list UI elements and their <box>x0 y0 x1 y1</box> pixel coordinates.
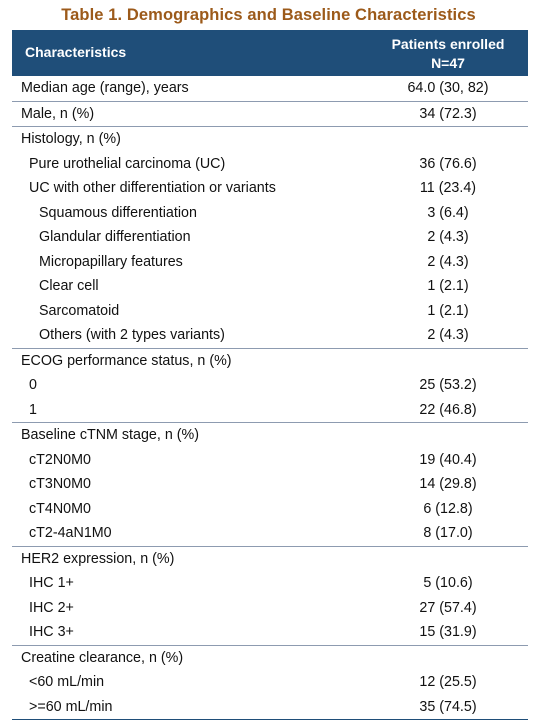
row-value: 14 (29.8) <box>419 476 477 492</box>
demographics-table: Characteristics Patients enrolled N=47 M… <box>12 30 528 720</box>
table-row: Others (with 2 types variants) 2 (4.3) <box>12 323 528 348</box>
table-row: 1 22 (46.8) <box>12 398 528 423</box>
header-n-total: N=47 <box>431 55 465 71</box>
table-row: Baseline cTNM stage, n (%) <box>12 422 528 448</box>
row-label: cT3N0M0 <box>29 476 91 492</box>
header-patients-enrolled: Patients enrolled N=47 <box>368 35 528 73</box>
table-row: Micropapillary features 2 (4.3) <box>12 250 528 275</box>
table-row: cT3N0M0 14 (29.8) <box>12 472 528 497</box>
row-label: UC with other differentiation or variant… <box>29 180 276 196</box>
row-label: cT4N0M0 <box>29 500 91 517</box>
row-value: 2 (4.3) <box>427 253 469 270</box>
row-value: 15 (31.9) <box>419 624 477 640</box>
table-row: 0 25 (53.2) <box>12 373 528 398</box>
table-row: <60 mL/min 12 (25.5) <box>12 670 528 695</box>
row-value: 27 (57.4) <box>419 599 477 616</box>
row-value: 11 (23.4) <box>419 180 477 196</box>
row-label: <60 mL/min <box>29 674 105 690</box>
table-row: IHC 3+ 15 (31.9) <box>12 620 528 645</box>
row-value: 36 (76.6) <box>419 155 477 172</box>
row-label: Median age (range), years <box>21 80 189 96</box>
row-label: IHC 1+ <box>29 575 74 591</box>
row-label: Sarcomatoid <box>39 302 120 319</box>
row-label: >=60 mL/min <box>29 698 113 715</box>
table-row: Male, n (%) 34 (72.3) <box>12 100 528 127</box>
table-row: Clear cell 1 (2.1) <box>12 274 528 299</box>
row-label: cT2-4aN1M0 <box>29 525 112 541</box>
row-value: 35 (74.5) <box>419 698 477 715</box>
row-label: Squamous differentiation <box>39 204 197 221</box>
header-characteristics: Characteristics <box>25 44 127 60</box>
table-row: Sarcomatoid 1 (2.1) <box>12 299 528 324</box>
table-row: UC with other differentiation or variant… <box>12 176 528 201</box>
table-title: Table 1. Demographics and Baseline Chara… <box>61 6 476 24</box>
row-label: Histology, n (%) <box>21 131 121 147</box>
table-bottom-rule <box>12 719 528 720</box>
row-value: 5 (10.6) <box>423 575 473 591</box>
table-header: Characteristics Patients enrolled N=47 <box>12 30 528 76</box>
table-row: Glandular differentiation 2 (4.3) <box>12 225 528 250</box>
table-row: ECOG performance status, n (%) <box>12 347 528 374</box>
row-label: Creatine clearance, n (%) <box>21 649 184 666</box>
row-label: IHC 2+ <box>29 599 74 616</box>
row-label: Others (with 2 types variants) <box>39 327 225 343</box>
row-label: Glandular differentiation <box>39 229 191 245</box>
row-value: 19 (40.4) <box>419 451 477 468</box>
row-label: HER2 expression, n (%) <box>21 550 175 567</box>
table-row: cT4N0M0 6 (12.8) <box>12 497 528 522</box>
table-row: IHC 2+ 27 (57.4) <box>12 596 528 621</box>
table-row: cT2N0M0 19 (40.4) <box>12 448 528 473</box>
row-label: Micropapillary features <box>39 253 183 270</box>
header-patients-label: Patients enrolled <box>391 36 505 52</box>
row-label: ECOG performance status, n (%) <box>21 352 232 369</box>
table-row: Histology, n (%) <box>12 126 528 152</box>
row-value: 8 (17.0) <box>423 525 473 541</box>
row-value: 22 (46.8) <box>419 401 477 418</box>
table-row: cT2-4aN1M0 8 (17.0) <box>12 521 528 546</box>
row-label: Pure urothelial carcinoma (UC) <box>29 155 226 172</box>
row-value: 1 (2.1) <box>427 302 469 319</box>
row-value: 12 (25.5) <box>419 674 477 690</box>
table-row: HER2 expression, n (%) <box>12 545 528 572</box>
table-row: IHC 1+ 5 (10.6) <box>12 571 528 596</box>
row-value: 2 (4.3) <box>427 327 469 343</box>
table-row: Creatine clearance, n (%) <box>12 644 528 671</box>
row-label: Clear cell <box>39 278 99 294</box>
row-label: Baseline cTNM stage, n (%) <box>21 427 199 443</box>
table-row: Squamous differentiation 3 (6.4) <box>12 201 528 226</box>
table-row: Median age (range), years 64.0 (30, 82) <box>12 76 528 101</box>
table-row: Pure urothelial carcinoma (UC) 36 (76.6) <box>12 152 528 177</box>
table-row: >=60 mL/min 35 (74.5) <box>12 695 528 720</box>
row-value: 64.0 (30, 82) <box>407 80 489 96</box>
row-value: 1 (2.1) <box>427 278 469 294</box>
row-label: 1 <box>29 401 37 418</box>
row-label: 0 <box>29 377 37 393</box>
row-value: 25 (53.2) <box>419 377 477 393</box>
row-value: 3 (6.4) <box>427 204 469 221</box>
row-value: 34 (72.3) <box>419 105 477 122</box>
row-label: IHC 3+ <box>29 624 74 640</box>
row-value: 6 (12.8) <box>423 500 473 517</box>
row-label: Male, n (%) <box>21 105 95 122</box>
row-label: cT2N0M0 <box>29 451 91 468</box>
row-value: 2 (4.3) <box>427 229 469 245</box>
